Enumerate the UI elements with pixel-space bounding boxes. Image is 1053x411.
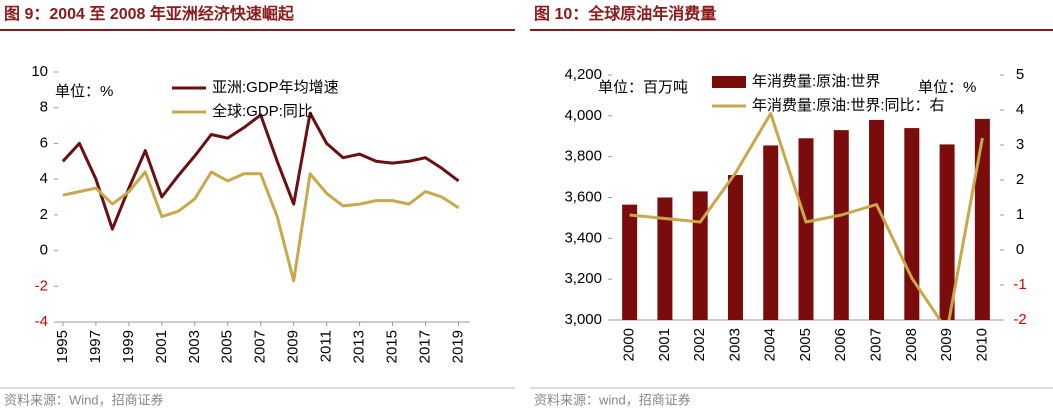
y-tick-label: 3,800 [564,148,602,165]
x-tick-label: 2007 [868,328,885,361]
y-tick-label: 0 [40,242,48,259]
legend-label: 年消费量:原油:世界:同比：右 [752,97,945,114]
x-tick-label: 2004 [762,328,779,361]
x-tick-label: 2011 [318,330,335,362]
source: 资料来源：wind，招商证券 [534,392,691,407]
unit-label: 单位：% [918,79,976,96]
y2-tick-label: 1 [1016,206,1024,223]
x-tick-label: 2003 [726,328,743,361]
x-tick-label: 2013 [351,330,368,363]
y-tick-label: 6 [40,134,48,151]
x-tick-label: 2017 [416,330,433,363]
x-tick-label: 1997 [87,330,104,363]
unit-label: 单位：百万吨 [598,79,688,96]
y2-tick-label: 0 [1016,241,1024,258]
y-tick-label: 2 [40,206,48,223]
x-tick-label: 2001 [153,330,170,363]
x-tick-label: 2015 [384,330,401,363]
y-tick-label: 10 [31,63,48,80]
source: 资料来源：Wind，招商证券 [4,392,164,407]
y2-tick-label: 5 [1016,66,1024,83]
x-tick-label: 2002 [691,328,708,361]
unit-label: 单位：% [55,83,113,100]
x-tick-label: 2000 [621,328,638,361]
y-tick-label: 4,000 [564,107,602,124]
bar [904,128,920,320]
x-tick-label: 2005 [797,328,814,361]
bar [939,144,955,320]
y2-tick-label: 3 [1016,136,1024,153]
y-tick-label: 3,200 [564,270,602,287]
bar [798,138,814,320]
x-tick-label: 2007 [252,330,269,363]
legend-label: 年消费量:原油:世界 [752,73,880,90]
bar [727,175,743,320]
y-tick-label: 4 [40,170,48,187]
y-tick-label: 3,600 [564,188,602,205]
x-tick-label: 2010 [973,328,990,361]
x-tick-label: 2008 [903,328,920,361]
series-line [629,112,984,320]
bar [974,118,990,320]
bar [692,191,708,320]
y-tick-label: -4 [35,313,48,330]
y-tick-label: 8 [40,99,48,116]
y-tick-label: 3,400 [564,229,602,246]
y2-tick-label: 4 [1016,101,1024,118]
legend-label: 全球:GDP:同比 [212,102,313,120]
legend-swatch [712,76,746,88]
bar [622,204,638,320]
x-tick-label: 2009 [938,328,955,361]
x-tick-label: 2006 [832,328,849,361]
x-tick-label: 2003 [186,330,203,363]
bar [657,197,673,320]
x-tick-label: 1995 [54,330,71,363]
y2-tick-label: -1 [1013,276,1026,293]
x-tick-label: 2001 [656,328,673,361]
x-tick-label: 2005 [219,330,236,363]
y2-tick-label: 2 [1016,171,1024,188]
bar [763,145,779,320]
series-line [62,170,460,283]
series-line [61,111,460,231]
x-tick-label: 2019 [449,330,466,363]
bar [833,130,849,320]
y2-tick-label: -2 [1013,311,1026,328]
legend-label: 亚洲:GDP年均增速 [212,79,339,96]
chart-title: 图 9：2004 至 2008 年亚洲经济快速崛起 [4,4,295,23]
chart-title: 图 10：全球原油年消费量 [534,4,716,23]
x-tick-label: 2009 [285,330,302,363]
plot-area [622,112,990,320]
y-tick-label: 4,200 [564,66,602,83]
bar [869,119,885,320]
y-tick-label: -2 [35,277,48,294]
y-tick-label: 3,000 [564,311,602,328]
x-tick-label: 1999 [120,330,137,363]
